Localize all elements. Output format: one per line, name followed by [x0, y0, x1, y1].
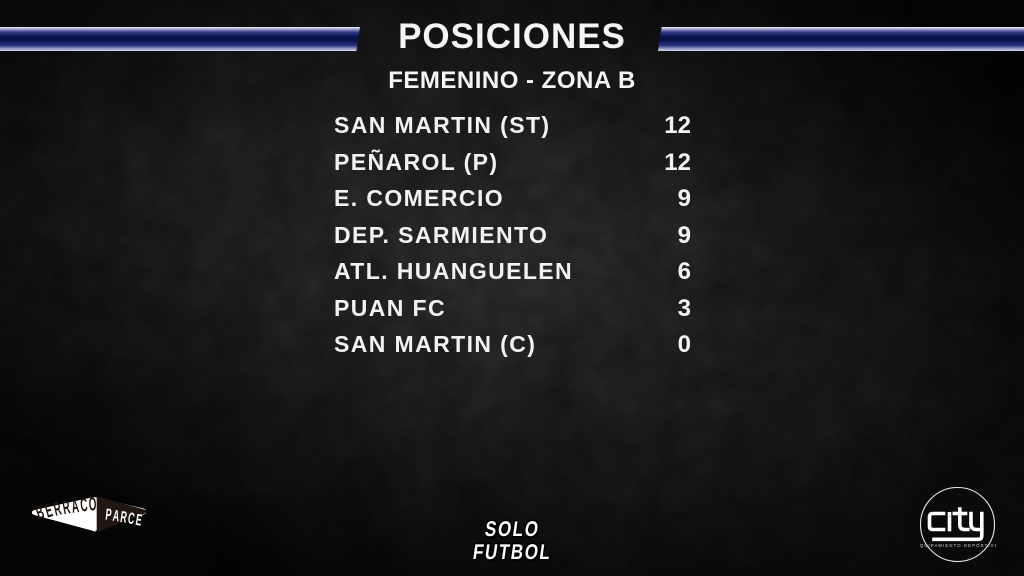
- svg-text:O: O: [88, 496, 97, 516]
